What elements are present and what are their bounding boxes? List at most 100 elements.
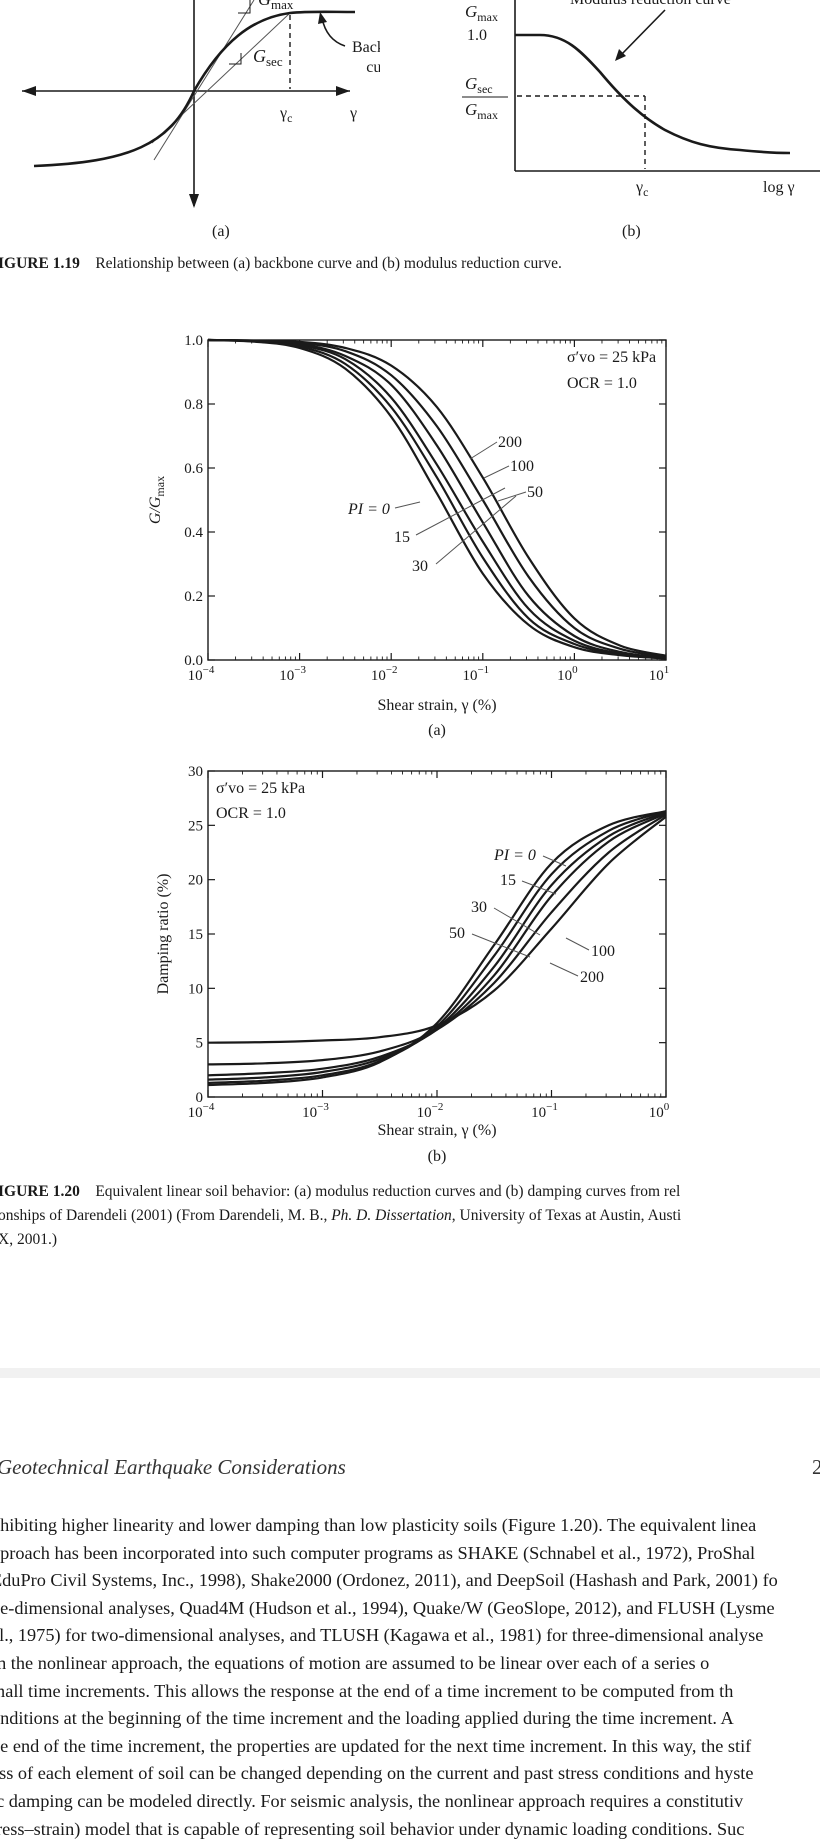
fig120b-series-pi15 xyxy=(207,810,667,1084)
body-line: ne-dimensional analyses, Quad4M (Hudson … xyxy=(0,1597,775,1618)
figure-1-20-text-line3: X, 2001.) xyxy=(0,1231,57,1248)
fig120a-leader-pi0 xyxy=(394,501,421,509)
fig120b-leader-50 xyxy=(471,933,531,958)
fig120a-x-tick-label: 10−4 xyxy=(188,664,215,684)
fig120a-plot-frame xyxy=(207,339,667,661)
running-head: Geotechnical Earthquake Considerations xyxy=(0,1455,346,1479)
fig119b-diagram: Modulus reduction curve Gmax 1.0 Gsec Gm… xyxy=(462,0,820,240)
fig120a-y-tick-label: 0.6 xyxy=(184,461,203,477)
fig120a-x-tick-label: 10−3 xyxy=(279,664,306,684)
fig120a-curve-label-100: 100 xyxy=(510,458,534,475)
fig120a-curve-label-15: 15 xyxy=(394,529,410,546)
fig120b-series-pi200 xyxy=(207,815,667,1044)
fig120a-chart: 10−4 10−3 10−2 10−1 100 101 0.0 0.2 0.4 0.6 0.8 1.0… xyxy=(147,333,670,739)
fig120b-leader-15 xyxy=(521,880,557,895)
gamma-label: γ xyxy=(349,105,357,122)
figure-1-19-caption: IGURE 1.19 Relationship between (a) back… xyxy=(0,252,562,276)
body-line: In the nonlinear approach, the equations… xyxy=(0,1652,710,1673)
fig120b-y-tick-label: 5 xyxy=(196,1036,204,1052)
gmax-slope-triangle xyxy=(238,0,251,14)
backbone-curve xyxy=(192,10,356,92)
fig120b-series-pi100 xyxy=(207,813,667,1066)
backbone-pointer-arrowhead xyxy=(318,12,327,24)
fig120b-curve-label-100: 100 xyxy=(591,943,615,960)
fig120b-x-tick-label: 10−3 xyxy=(302,1101,329,1121)
fig119a-x-arrow-left xyxy=(22,86,36,96)
fig120b-curve-label-50: 50 xyxy=(449,925,465,942)
fig120a-curve-label-30: 30 xyxy=(412,558,428,575)
mrc-pointer-line xyxy=(619,9,666,57)
fig119a-diagram: Gmax Gsec Backbone curve γc γ (a) xyxy=(22,0,380,240)
fig119a-y-arrow xyxy=(189,194,199,208)
figure-1-20-caption: IGURE 1.20 Equivalent linear soil behavi… xyxy=(0,1180,681,1252)
body-line: xhibiting higher linearity and lower dam… xyxy=(0,1515,757,1535)
fig120b-y-tick-label: 15 xyxy=(188,927,203,943)
fig120a-y-tick-label: 0.2 xyxy=(184,589,203,605)
fig120a-y-axis-label: G/Gmax xyxy=(147,476,167,524)
fig120b-leader-30 xyxy=(493,907,541,936)
fig119b-panel-label: (b) xyxy=(622,223,641,240)
fig120b-y-tick-label: 0 xyxy=(196,1090,204,1106)
gsec-ratio-numerator: Gsec xyxy=(465,74,493,96)
fig120b-leader-pi0 xyxy=(542,855,567,867)
fig120b-y-tick-label: 25 xyxy=(188,818,203,834)
gamma-c-label: γc xyxy=(279,105,292,125)
mrc-pointer-arrowhead xyxy=(615,49,626,61)
fig120a-curve-label-50: 50 xyxy=(527,484,543,501)
page-number: 2 xyxy=(812,1455,820,1479)
body-line: EduPro Civil Systems, Inc., 1998), Shake… xyxy=(0,1570,778,1591)
body-line: al., 1975) for two-dimensional analyses,… xyxy=(0,1625,764,1646)
gmax-tangent-line xyxy=(153,0,255,161)
figure-1-20-label: IGURE 1.20 xyxy=(0,1183,80,1200)
fig120b-chart: 10−4 10−3 10−2 10−1 100 0 5 10 15 20 25 30 σ′vo = 2… xyxy=(155,764,670,1165)
fig120b-curve-label-30: 30 xyxy=(471,899,487,916)
fig120a-panel-label: (a) xyxy=(428,722,446,739)
body-line: ic damping can be modeled directly. For … xyxy=(0,1790,744,1811)
page-break-gap xyxy=(0,1368,820,1378)
fig120a-x-tick-label: 100 xyxy=(557,664,578,684)
fig120b-curve-label-200: 200 xyxy=(580,969,604,986)
body-text: xhibiting higher linearity and lower dam… xyxy=(0,1512,820,1843)
fig120a-y-tick-label: 0.4 xyxy=(184,525,203,541)
fig120b-annotation-stress: σ′vo = 25 kPa xyxy=(216,780,305,797)
fig119b-gamma-c-label: γc xyxy=(635,179,648,199)
modulus-reduction-curve xyxy=(515,33,791,155)
fig120a-x-axis-label: Shear strain, γ (%) xyxy=(377,697,496,714)
fig120a-series-pi0 xyxy=(207,338,667,660)
fig120a-x-tick-label: 10−1 xyxy=(462,664,489,684)
log-gamma-label: log γ xyxy=(763,179,795,196)
fig120a-y-tick-label: 0.0 xyxy=(184,653,203,669)
fig120a-y-tick-label: 1.0 xyxy=(184,333,203,349)
fig120a-x-tick-label: 101 xyxy=(649,664,670,684)
fig120b-x-axis-label: Shear strain, γ (%) xyxy=(377,1122,496,1139)
fig120a-leader-100 xyxy=(483,465,510,479)
body-line: ess of each element of soil can be chang… xyxy=(0,1763,754,1784)
fig120b-annotation-ocr: OCR = 1.0 xyxy=(216,805,286,822)
figure-1-20-text-line2a: onships of Darendeli (2001) (From Darend… xyxy=(0,1207,332,1224)
figure-1-19-text: Relationship between (a) backbone curve … xyxy=(95,255,562,272)
fig120b-y-tick-label: 20 xyxy=(188,873,203,889)
body-line: tress–strain) model that is capable of r… xyxy=(0,1818,745,1839)
gsec-slope-triangle xyxy=(229,53,242,65)
fig120a-series-pi200 xyxy=(207,338,667,657)
fig120b-x-tick-label: 10−2 xyxy=(417,1101,444,1121)
fig120b-curve-label-15: 15 xyxy=(500,872,516,889)
fig120b-x-tick-label: 10−4 xyxy=(188,1101,215,1121)
fig120b-leader-200 xyxy=(549,962,579,977)
fig120a-annotation-stress: σ′vo = 25 kPa xyxy=(567,349,656,366)
body-line: onditions at the beginning of the time i… xyxy=(0,1708,734,1729)
fig120b-series-pi0 xyxy=(207,810,667,1087)
fig120b-x-tick-label: 100 xyxy=(649,1101,670,1121)
gsec-ratio-denominator: Gmax xyxy=(465,100,498,122)
gmax-label: Gmax xyxy=(258,0,294,12)
backbone-label: Backbone xyxy=(352,39,380,56)
fig120b-leader-100 xyxy=(565,937,590,951)
gsec-label: Gsec xyxy=(253,46,283,69)
body-line: pproach has been incorporated into such … xyxy=(0,1542,756,1563)
fig119b-one-tick: 1.0 xyxy=(467,27,487,44)
fig119b-gmax-denominator: Gmax xyxy=(465,2,498,24)
fig120a-curve-label-pi0: PI = 0 xyxy=(347,501,390,518)
fig120a-leader-30 xyxy=(435,495,517,565)
fig120a-leader-50 xyxy=(497,491,527,502)
figure-1-20-text-line2b: , University of Texas at Austin, Austi xyxy=(451,1207,682,1224)
